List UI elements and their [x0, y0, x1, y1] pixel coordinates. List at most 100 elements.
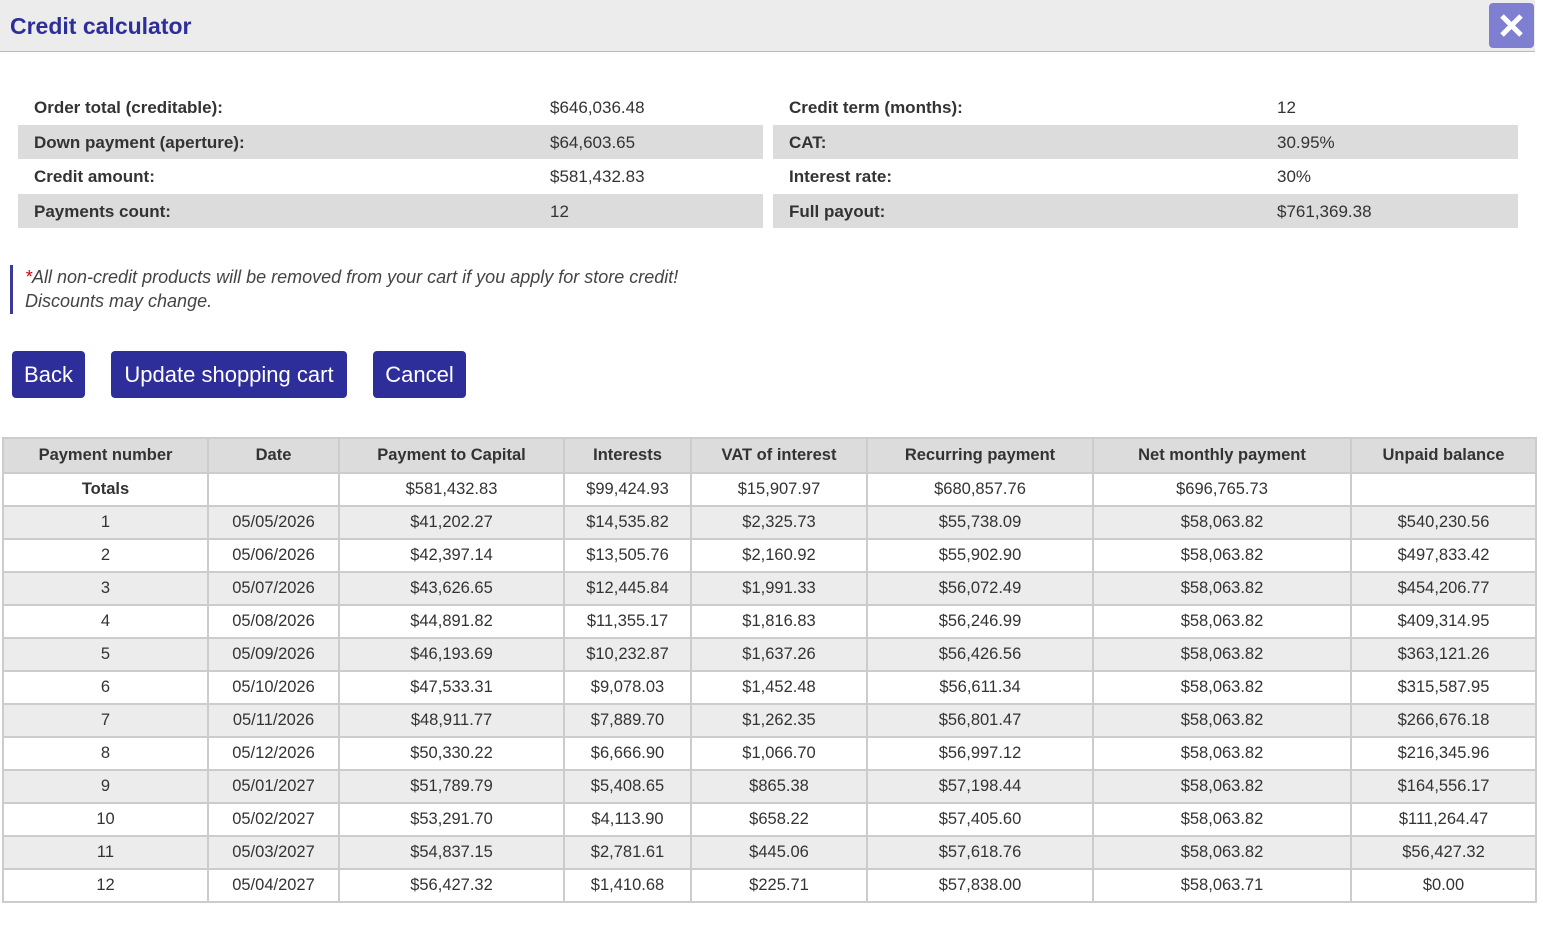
payment-cell: $47,533.31 [338, 670, 565, 705]
notice: *All non-credit products will be removed… [10, 265, 678, 314]
payment-cell: $50,330.22 [338, 736, 565, 771]
summary-row: Credit term (months): 12 [773, 90, 1518, 125]
payment-cell: 12 [2, 868, 209, 903]
payment-cell: 05/09/2026 [207, 637, 340, 672]
payment-row: 6 05/10/2026 $47,533.31 $9,078.03 $1,452.48 $… [2, 670, 1537, 705]
payment-cell: $44,891.82 [338, 604, 565, 639]
summary-label: Interest rate: [789, 167, 892, 186]
payment-cell: 05/02/2027 [207, 802, 340, 837]
payment-cell: 05/03/2027 [207, 835, 340, 870]
payment-cell: $56,246.99 [866, 604, 1094, 639]
update-cart-button[interactable]: Update shopping cart [111, 351, 347, 398]
payment-cell: $12,445.84 [563, 571, 692, 606]
payment-cell: $58,063.82 [1092, 637, 1352, 672]
payment-cell: $6,666.90 [563, 736, 692, 771]
title: Credit calculator [10, 13, 192, 39]
summary-value: $761,369.38 [1277, 201, 1372, 221]
totals-cell [207, 472, 340, 507]
payment-cell: 4 [2, 604, 209, 639]
payment-cell: $56,427.32 [1350, 835, 1537, 870]
payment-cell: $58,063.82 [1092, 769, 1352, 804]
totals-cell: $581,432.83 [338, 472, 565, 507]
payment-cell: $445.06 [690, 835, 868, 870]
back-button[interactable]: Back [12, 351, 85, 398]
payment-cell: $409,314.95 [1350, 604, 1537, 639]
payment-cell: $14,535.82 [563, 505, 692, 540]
payment-cell: $111,264.47 [1350, 802, 1537, 837]
payment-cell: $9,078.03 [563, 670, 692, 705]
payment-cell: 05/07/2026 [207, 571, 340, 606]
payment-row: 8 05/12/2026 $50,330.22 $6,666.90 $1,066.70 $… [2, 736, 1537, 771]
summary-label: CAT: [789, 132, 827, 152]
payment-cell: $363,121.26 [1350, 637, 1537, 672]
summary-label: Full payout: [789, 201, 886, 221]
payment-cell: $56,801.47 [866, 703, 1094, 738]
totals-cell [1350, 472, 1537, 507]
column-header: Payment number [2, 437, 209, 474]
payment-row: 10 05/02/2027 $53,291.70 $4,113.90 $658.22 $5… [2, 802, 1537, 837]
payment-cell: $2,160.92 [690, 538, 868, 573]
payment-cell: 9 [2, 769, 209, 804]
payment-cell: $1,991.33 [690, 571, 868, 606]
payment-cell: $55,902.90 [866, 538, 1094, 573]
totals-cell: Totals [2, 472, 209, 507]
column-header: Unpaid balance [1350, 437, 1537, 474]
payment-cell: $266,676.18 [1350, 703, 1537, 738]
payment-cell: 6 [2, 670, 209, 705]
summary-value: $581,432.83 [550, 167, 645, 186]
payment-cell: $216,345.96 [1350, 736, 1537, 771]
payment-cell: $56,611.34 [866, 670, 1094, 705]
payment-row: 12 05/04/2027 $56,427.32 $1,410.68 $225.71 $5… [2, 868, 1537, 903]
payment-row: 1 05/05/2026 $41,202.27 $14,535.82 $2,325.73… [2, 505, 1537, 540]
column-header: Recurring payment [866, 437, 1094, 474]
payment-cell: $5,408.65 [563, 769, 692, 804]
summary-left: Order total (creditable): $646,036.48 Down… [18, 90, 763, 228]
payment-cell: $865.38 [690, 769, 868, 804]
column-header: Net monthly payment [1092, 437, 1352, 474]
notice-line: Discounts may change. [25, 291, 213, 311]
payment-cell: $658.22 [690, 802, 868, 837]
payment-cell: 8 [2, 736, 209, 771]
payment-cell: $10,232.87 [563, 637, 692, 672]
payment-cell: $43,626.65 [338, 571, 565, 606]
payment-row: 2 05/06/2026 $42,397.14 $13,505.76 $2,160.92… [2, 538, 1537, 573]
payment-row: 5 05/09/2026 $46,193.69 $10,232.87 $1,637.26… [2, 637, 1537, 672]
payment-cell: 05/12/2026 [207, 736, 340, 771]
payment-cell: $1,637.26 [690, 637, 868, 672]
notice-line: All non-credit products will be removed … [32, 267, 679, 287]
asterisk: * [25, 267, 33, 287]
payment-cell: $1,410.68 [563, 868, 692, 903]
payment-cell: 05/01/2027 [207, 769, 340, 804]
payment-row: 11 05/03/2027 $54,837.15 $2,781.61 $445.06 $5… [2, 835, 1537, 870]
payment-cell: 05/11/2026 [207, 703, 340, 738]
payment-cell: $0.00 [1350, 868, 1537, 903]
payment-row: 9 05/01/2027 $51,789.79 $5,408.65 $865.38 $57… [2, 769, 1537, 804]
summary-row: Order total (creditable): $646,036.48 [18, 90, 763, 125]
column-header: VAT of interest [690, 437, 868, 474]
payment-cell: $13,505.76 [563, 538, 692, 573]
payment-cell: $58,063.82 [1092, 670, 1352, 705]
payment-cell: $58,063.82 [1092, 835, 1352, 870]
payment-cell: $58,063.82 [1092, 703, 1352, 738]
payment-cell: $58,063.82 [1092, 802, 1352, 837]
payment-cell: 2 [2, 538, 209, 573]
summary-row: Credit amount: $581,432.83 [18, 159, 763, 194]
summary-row: Interest rate: 30% [773, 159, 1518, 194]
summary-value: $64,603.65 [550, 132, 636, 152]
summary-right: Credit term (months): 12 CAT: 30.95% Interes… [773, 90, 1518, 228]
close-button[interactable] [1489, 3, 1534, 48]
payment-cell: $57,198.44 [866, 769, 1094, 804]
payment-cell: 7 [2, 703, 209, 738]
payment-cell: $1,452.48 [690, 670, 868, 705]
cancel-button[interactable]: Cancel [373, 351, 466, 398]
payment-cell: 10 [2, 802, 209, 837]
payment-row: 4 05/08/2026 $44,891.82 $11,355.17 $1,816.83… [2, 604, 1537, 639]
payment-cell: 05/05/2026 [207, 505, 340, 540]
payment-cell: $2,325.73 [690, 505, 868, 540]
summary-value: $646,036.48 [550, 98, 645, 117]
payment-cell: 11 [2, 835, 209, 870]
column-header: Interests [563, 437, 692, 474]
payment-cell: $7,889.70 [563, 703, 692, 738]
header-row: Payment number Date Payment to Capital Inte… [2, 437, 1537, 474]
payment-cell: $48,911.77 [338, 703, 565, 738]
